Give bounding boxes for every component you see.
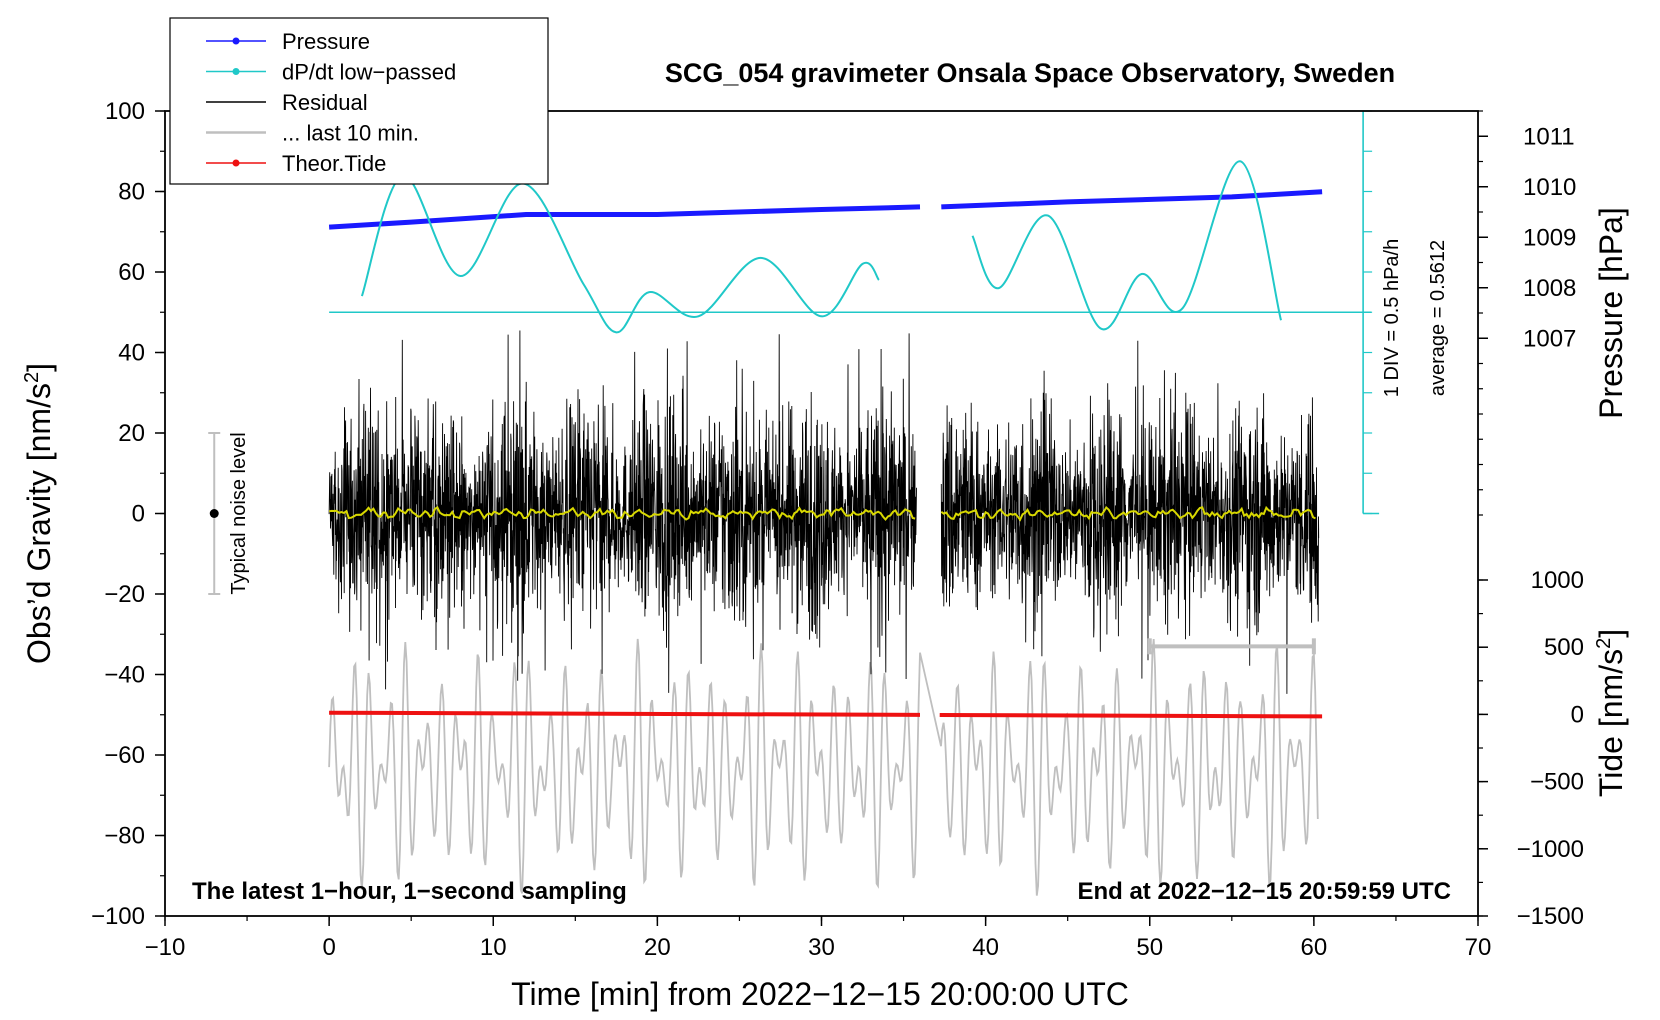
- last-10-min-trace: [328, 638, 1319, 896]
- x-tick-label: 30: [808, 934, 835, 961]
- pressure-tick-label: 1009: [1523, 224, 1576, 251]
- dpdt-trace-2: [971, 160, 1282, 331]
- x-tick-label: 60: [1301, 934, 1328, 961]
- pressure-tick-label: 1007: [1523, 325, 1576, 352]
- chart-title: SCG_054 gravimeter Onsala Space Observat…: [665, 58, 1395, 88]
- pressure-tick-label: 1010: [1523, 174, 1576, 201]
- theor-tide-trace-2: [939, 713, 1323, 719]
- tide-tick-label: −500: [1530, 769, 1584, 796]
- legend-label: dP/dt low−passed: [282, 60, 456, 85]
- theor-tide-trace-1: [329, 710, 921, 717]
- pressure-trace-1: [328, 204, 921, 230]
- y-axis-title-left: Obs’d Gravity [nm/s2]: [21, 363, 57, 664]
- y-axis-title-pressure: Pressure [hPa]: [1593, 207, 1629, 419]
- end-time-note: End at 2022−12−15 20:59:59 UTC: [1077, 878, 1451, 905]
- dpdt-average-label: average = 0.5612: [1427, 240, 1449, 396]
- dpdt-scale-label: 1 DIV = 0.5 hPa/h: [1381, 239, 1403, 397]
- x-axis-title: Time [min] from 2022−12−15 20:00:00 UTC: [511, 976, 1129, 1012]
- y-tick-label: −40: [104, 662, 145, 689]
- legend-swatch-marker: [232, 68, 240, 75]
- x-tick-label: 10: [480, 934, 507, 961]
- legend-label: Theor.Tide: [282, 151, 386, 176]
- tide-tick-label: 1000: [1531, 567, 1584, 594]
- pressure-trace-2: [941, 189, 1323, 210]
- dpdt-trace-1: [360, 174, 880, 334]
- y-tick-label: 60: [118, 259, 145, 286]
- y-tick-label: 80: [118, 179, 145, 206]
- x-tick-label: 50: [1136, 934, 1163, 961]
- legend-box: [169, 17, 549, 185]
- residual-trace-1: [328, 330, 917, 693]
- noise-bar-center-dot: [209, 509, 219, 518]
- x-tick-label: 40: [972, 934, 999, 961]
- legend-label: Residual: [282, 90, 368, 115]
- pressure-tick-label: 1008: [1523, 275, 1576, 302]
- x-tick-label: 70: [1465, 934, 1492, 961]
- y-tick-label: −20: [104, 581, 145, 608]
- x-tick-label: 0: [322, 934, 335, 961]
- residual-lowpass-1: [328, 505, 916, 522]
- legend-swatch-marker: [232, 159, 240, 167]
- sampling-note: The latest 1−hour, 1−second sampling: [192, 878, 627, 905]
- y-tick-label: 40: [118, 340, 145, 367]
- legend-swatch-marker: [232, 37, 240, 45]
- pressure-tick-label: 1011: [1523, 123, 1575, 150]
- y-tick-label: 0: [132, 501, 145, 528]
- residual-trace-2: [940, 340, 1320, 694]
- y-tick-label: 20: [118, 420, 145, 447]
- tide-tick-label: 0: [1571, 701, 1584, 728]
- frame-layer: [155, 110, 1488, 926]
- y-tick-label: −80: [104, 823, 145, 850]
- legend-label: Pressure: [282, 29, 370, 54]
- y-tick-label: −60: [104, 742, 145, 769]
- residual-lowpass-2: [940, 505, 1316, 522]
- x-tick-label: 20: [644, 934, 671, 961]
- tide-tick-label: −1500: [1517, 903, 1584, 930]
- tide-tick-label: 500: [1544, 634, 1584, 661]
- series-layer: [328, 160, 1372, 896]
- noise-level-label: Typical noise level: [228, 432, 250, 594]
- y-tick-label: 100: [105, 98, 145, 125]
- tide-tick-label: −1000: [1517, 836, 1584, 863]
- text-layer: Typical noise level−10 0 10 20 30 40 50 60 70−10…: [21, 17, 1629, 1012]
- legend-label: ... last 10 min.: [282, 121, 419, 146]
- y-axis-title-tide: Tide [nm/s2]: [1593, 629, 1629, 797]
- x-tick-label: −10: [145, 934, 186, 961]
- y-tick-label: −100: [91, 903, 145, 930]
